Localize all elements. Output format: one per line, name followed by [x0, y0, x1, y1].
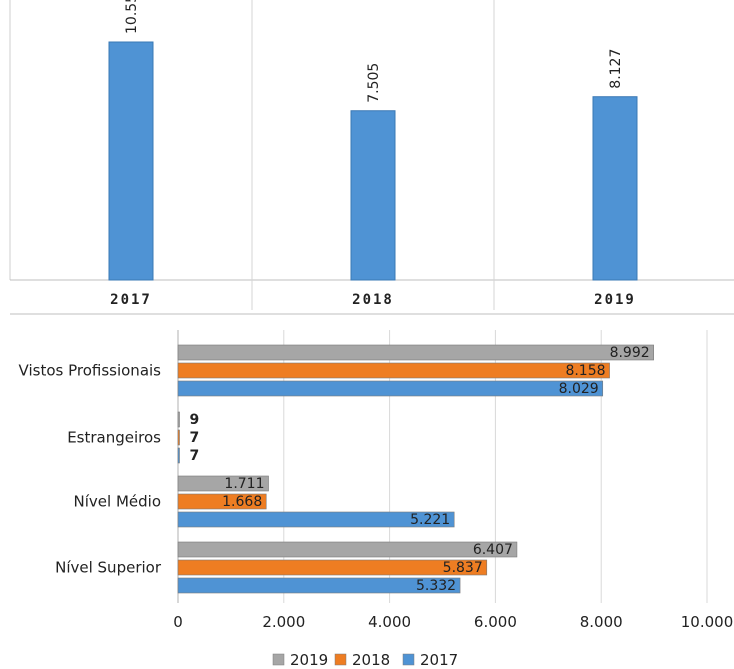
legend-label: 2018: [352, 651, 390, 669]
legend-swatch-2017: [402, 653, 415, 666]
bar-value-label: 7: [190, 430, 200, 446]
bar-2019: [177, 475, 269, 492]
bar-value-label: 5.221: [410, 512, 450, 528]
bar-value-label: 8.029: [559, 381, 599, 397]
top-category-label: 2017: [110, 292, 152, 308]
legend-swatch-2018: [334, 653, 347, 666]
bottom-x-tick-label: 10.000: [681, 613, 734, 631]
legend-swatch-2019: [272, 653, 285, 666]
bar-2019: [177, 344, 654, 361]
top-bar-value-label: 8.127: [608, 49, 624, 89]
legend-label: 2017: [420, 651, 458, 669]
bottom-x-tick-label: 2.000: [262, 613, 305, 631]
bar-value-label: 6.407: [473, 542, 513, 558]
bar-value-label: 9: [190, 412, 200, 428]
bottom-x-tick-label: 4.000: [368, 613, 411, 631]
bottom-x-tick-label: 8.000: [580, 613, 623, 631]
top-bar-2018: [350, 110, 396, 281]
bottom-category-label: Vistos Profissionais: [19, 362, 162, 380]
bar-value-label: 5.837: [443, 560, 483, 576]
bar-value-label: 8.158: [565, 363, 605, 379]
top-bar-2017: [108, 41, 154, 281]
bar-2017: [177, 380, 604, 397]
bottom-x-tick-label: 6.000: [474, 613, 517, 631]
bottom-category-label: Nível Médio: [74, 493, 161, 511]
bar-2019: [177, 411, 180, 428]
bar-2017: [177, 511, 455, 528]
top-category-label: 2018: [352, 292, 394, 308]
top-bar-value-label: 10.553: [124, 0, 140, 34]
bar-value-label: 1.668: [222, 494, 262, 510]
bottom-category-label: Nível Superior: [55, 559, 162, 577]
bar-2019: [177, 541, 518, 558]
bar-value-label: 5.332: [416, 578, 456, 594]
bar-value-label: 8.992: [610, 345, 650, 361]
bar-2018: [177, 559, 488, 576]
bar-value-label: 1.711: [224, 476, 264, 492]
top-bar-2019: [592, 96, 638, 281]
legend-label: 2019: [290, 651, 328, 669]
bar-2018: [177, 429, 180, 446]
bottom-category-label: Estrangeiros: [67, 429, 161, 447]
top-bar-value-label: 7.505: [366, 63, 382, 103]
bar-2017: [177, 447, 180, 464]
bar-2018: [177, 493, 267, 510]
bar-2017: [177, 577, 461, 594]
bar-value-label: 7: [190, 448, 200, 464]
top-category-label: 2019: [594, 292, 636, 308]
bottom-x-tick-label: 0: [173, 613, 183, 631]
bar-2018: [177, 362, 610, 379]
